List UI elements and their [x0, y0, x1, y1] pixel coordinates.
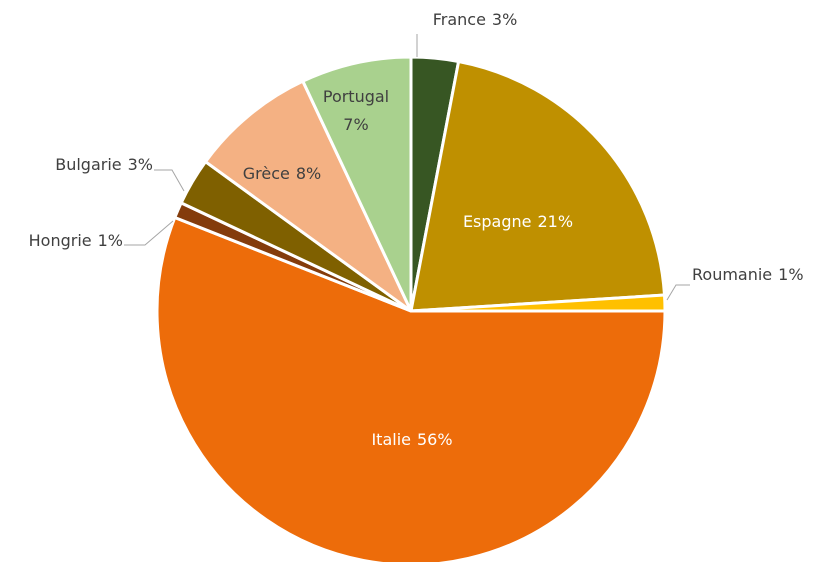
slice — [300, 55, 413, 312]
label-value: 8% — [296, 164, 321, 183]
slice — [203, 79, 413, 313]
label-name: France — [433, 10, 486, 29]
label-name: Grèce — [243, 164, 290, 183]
data-label: Roumanie 1% — [692, 265, 804, 284]
slice — [409, 59, 667, 313]
data-label: Portugal 7% — [323, 87, 389, 134]
slice — [155, 215, 667, 562]
leader-line — [154, 169, 185, 192]
data-label: Italie 56% — [371, 430, 452, 449]
leader-line — [124, 220, 174, 246]
label-name: Portugal — [323, 87, 389, 106]
data-label: Hongrie 1% — [29, 231, 123, 250]
data-label: Grèce 8% — [243, 164, 322, 183]
label-value: 7% — [343, 115, 368, 134]
label-value: 1% — [778, 265, 803, 284]
leader-line — [666, 284, 690, 301]
label-name: Roumanie — [692, 265, 772, 284]
data-label: Espagne 21% — [463, 212, 573, 231]
label-value: 56% — [417, 430, 453, 449]
label-value: 1% — [98, 231, 123, 250]
label-value: 3% — [492, 10, 517, 29]
label-name: Espagne — [463, 212, 532, 231]
label-value: 21% — [537, 212, 573, 231]
label-name: Hongrie — [29, 231, 92, 250]
data-label: France 3% — [433, 10, 518, 29]
label-value: 3% — [128, 155, 153, 174]
label-name: Bulgarie — [55, 155, 121, 174]
data-label: Bulgarie 3% — [55, 155, 153, 174]
label-name: Italie — [371, 430, 411, 449]
